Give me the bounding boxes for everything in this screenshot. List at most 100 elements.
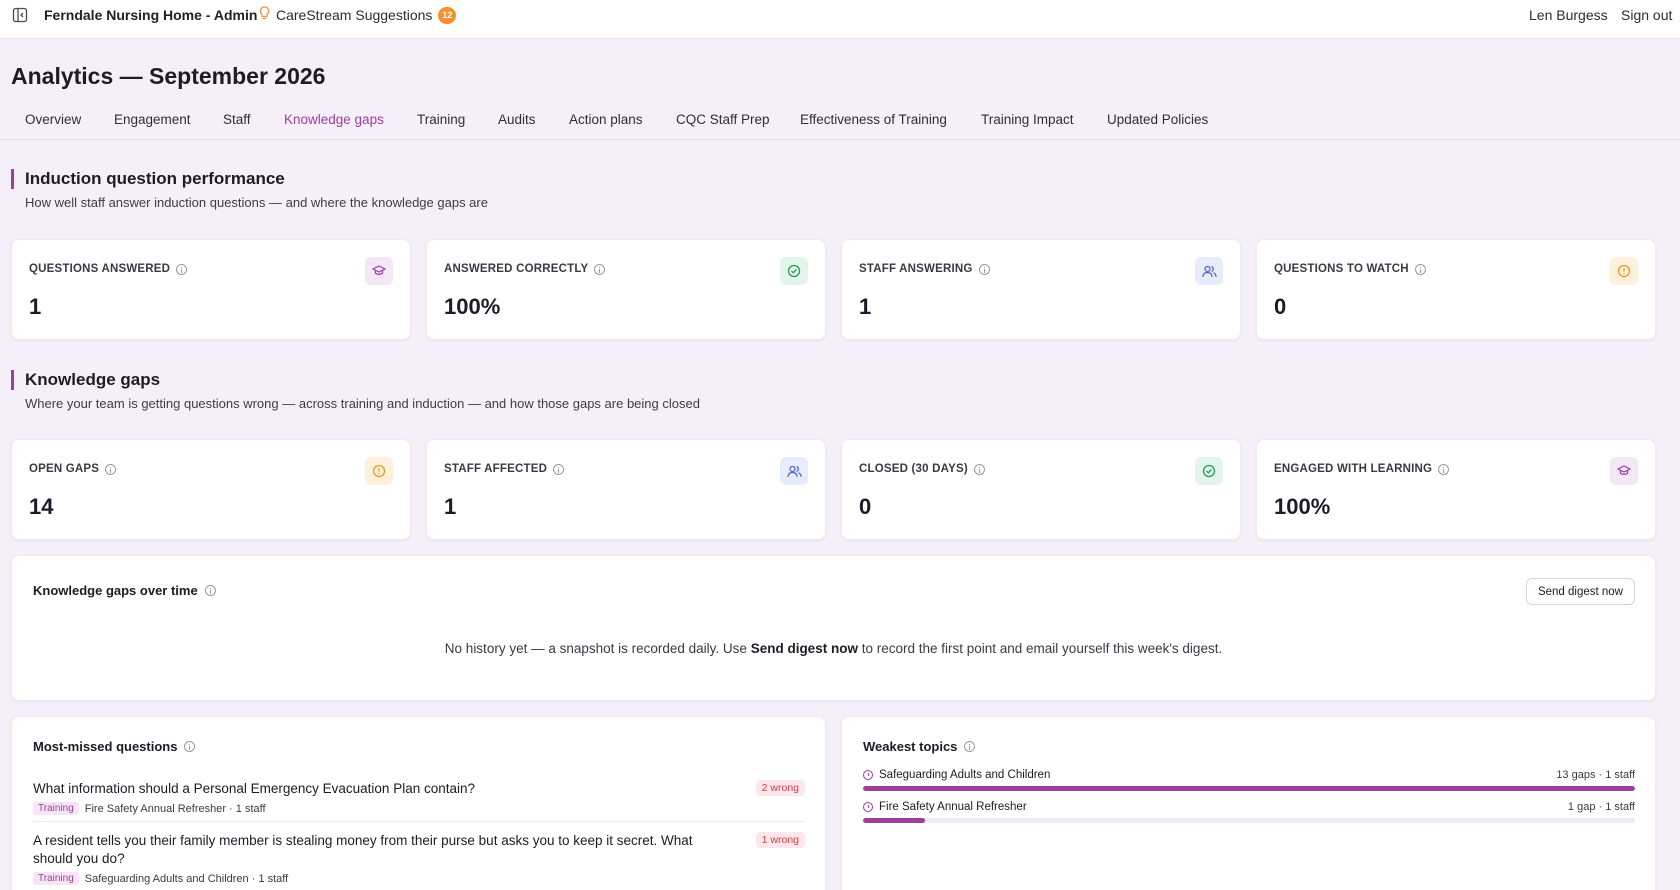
tab-updated-policies[interactable]: Updated Policies [1107,112,1209,127]
weakest-topics-title: Weakest topics [863,739,958,754]
sign-out-link[interactable]: Sign out [1621,7,1673,23]
stat-value: 1 [29,294,42,319]
stat-card-questions-to-watch: QUESTIONS TO WATCH 0 [1256,239,1656,340]
divider [33,821,805,822]
training-tag: Training [33,802,79,815]
tab-training-impact[interactable]: Training Impact [981,112,1074,127]
stat-value: 100% [1274,494,1331,519]
stat-label: ENGAGED WITH LEARNING [1274,463,1433,475]
tab-engagement[interactable]: Engagement [114,112,191,127]
tab-audits[interactable]: Audits [498,112,536,127]
question-meta: Safeguarding Adults and Children · 1 sta… [84,872,289,885]
tab-knowledge-gaps[interactable]: Knowledge gaps [284,112,384,127]
tab-cqc-staff-prep[interactable]: CQC Staff Prep [676,112,770,127]
lightbulb-icon [259,6,270,24]
topic-progress-fill [863,818,925,823]
top-bar: Ferndale Nursing Home - Admin CareStream… [0,0,1680,39]
gaps-over-time-panel: Knowledge gaps over time Send digest now… [11,555,1656,701]
topic-count: 13 gaps · 1 staff [1556,769,1635,781]
tab-staff[interactable]: Staff [223,112,251,127]
send-digest-button[interactable]: Send digest now [1525,578,1635,605]
question-text: What information should a Personal Emerg… [33,781,475,796]
stat-label: STAFF AFFECTED [444,463,548,475]
send-digest-link-text: Send digest now [750,641,858,656]
tab-training[interactable]: Training [417,112,466,127]
stat-card-open-gaps: OPEN GAPS 14 [11,439,411,540]
carestream-suggestions-button[interactable]: CareStream Suggestions 12 [259,6,457,24]
topic-progress-fill [863,786,1635,791]
stat-value: 14 [29,494,54,519]
check-circle-icon [780,257,808,285]
topic-progress-bar [863,786,1635,791]
knowledge-gaps-section-subtitle: Where your team is getting questions wro… [25,396,700,411]
stat-value: 0 [859,494,872,519]
most-missed-title: Most-missed questions [33,739,178,754]
check-circle-icon [1195,457,1223,485]
induction-section-subtitle: How well staff answer induction question… [25,195,488,210]
info-icon[interactable] [1414,263,1426,275]
info-icon[interactable] [553,463,565,475]
topic-count: 1 gap · 1 staff [1567,801,1635,813]
question-text: A resident tells you their family member… [33,833,693,866]
sidebar-toggle-icon[interactable] [12,7,28,23]
suggestions-label: CareStream Suggestions [276,7,433,23]
tab-effectiveness-of-training[interactable]: Effectiveness of Training [800,112,947,127]
analytics-tabs: Overview Engagement Staff Knowledge gaps… [0,103,1680,140]
stat-value: 100% [444,294,501,319]
alert-circle-icon [863,770,873,780]
topic-name: Safeguarding Adults and Children [879,769,1051,781]
topic-row[interactable]: Fire Safety Annual Refresher 1 gap · 1 s… [863,801,1635,823]
suggestions-count-badge: 12 [438,6,457,24]
induction-section-header: Induction question performance [11,169,285,189]
info-icon[interactable] [978,263,990,275]
topic-name: Fire Safety Annual Refresher [879,801,1027,813]
topic-progress-bar [863,818,1635,823]
graduation-cap-icon [1610,457,1638,485]
users-icon [1195,257,1223,285]
stat-label: QUESTIONS TO WATCH [1274,263,1409,275]
alert-circle-icon [365,457,393,485]
stat-card-staff-answering: STAFF ANSWERING 1 [841,239,1241,340]
info-icon[interactable] [105,463,117,475]
alert-circle-icon [1610,257,1638,285]
knowledge-gaps-section-title: Knowledge gaps [25,370,161,389]
stat-value: 1 [859,294,872,319]
stat-label: QUESTIONS ANSWERED [29,263,171,275]
user-name[interactable]: Len Burgess [1529,7,1608,23]
info-icon[interactable] [973,463,985,475]
list-item[interactable]: What information should a Personal Emerg… [33,780,805,815]
stat-card-answered-correctly: ANSWERED CORRECTLY 100% [426,239,826,340]
stat-card-questions-answered: QUESTIONS ANSWERED 1 [11,239,411,340]
stat-label: ANSWERED CORRECTLY [444,263,589,275]
stat-label: CLOSED (30 DAYS) [859,463,968,475]
info-icon[interactable] [176,263,188,275]
info-icon[interactable] [1438,463,1450,475]
training-tag: Training [33,872,79,885]
question-meta: Fire Safety Annual Refresher · 1 staff [84,802,266,815]
stat-value: 0 [1274,294,1287,319]
induction-section-title: Induction question performance [25,169,285,188]
org-name: Ferndale Nursing Home - Admin [44,7,258,23]
stat-label: STAFF ANSWERING [859,263,973,275]
weakest-topics-panel: Weakest topics Safeguarding Adults and C… [841,716,1656,890]
most-missed-questions-panel: Most-missed questions What information s… [11,716,826,890]
tab-overview[interactable]: Overview [25,112,82,127]
gaps-over-time-title: Knowledge gaps over time [33,583,198,598]
wrong-count-badge: 2 wrong [755,780,805,796]
tab-action-plans[interactable]: Action plans [569,112,643,127]
alert-circle-icon [863,802,873,812]
topic-row[interactable]: Safeguarding Adults and Children 13 gaps… [863,769,1635,791]
info-icon[interactable] [964,741,976,752]
empty-history-message: No history yet — a snapshot is recorded … [444,641,1223,656]
page-title: Analytics — September 2026 [11,63,326,89]
list-item[interactable]: A resident tells you their family member… [33,832,805,885]
users-icon [780,457,808,485]
stat-card-staff-affected: STAFF AFFECTED 1 [426,439,826,540]
knowledge-gaps-section-header: Knowledge gaps [11,370,160,390]
info-icon[interactable] [594,263,606,275]
stat-value: 1 [444,494,457,519]
stat-card-closed-30-days: CLOSED (30 DAYS) 0 [841,439,1241,540]
info-icon[interactable] [184,741,196,752]
info-icon[interactable] [204,585,216,596]
stat-card-engaged-with-learning: ENGAGED WITH LEARNING 100% [1256,439,1656,540]
